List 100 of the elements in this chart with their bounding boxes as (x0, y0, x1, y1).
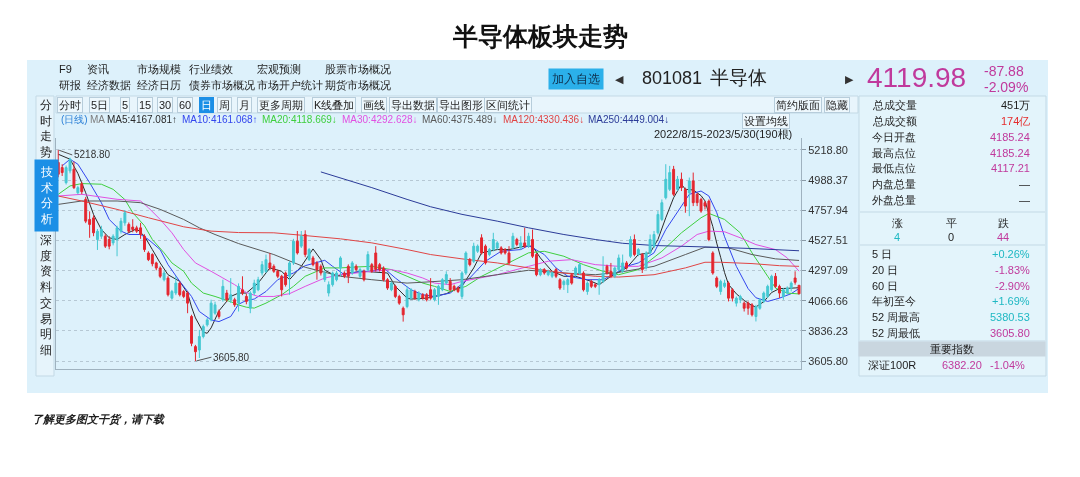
candlestick (162, 269, 166, 282)
candlestick (676, 175, 679, 192)
text: 区间统计 (486, 99, 530, 111)
candlestick (241, 275, 244, 296)
text: 最高点位 (872, 147, 916, 159)
annotation: 3605.80 (213, 352, 250, 363)
y-tick-label: 4066.66 (808, 294, 848, 307)
candlestick (256, 276, 260, 292)
candlestick (433, 287, 436, 302)
text: 平 (946, 217, 957, 229)
text: MA30:4292.628↓ (342, 114, 418, 125)
candlestick (605, 264, 609, 276)
text: MA120:4330.436↓ (503, 114, 585, 125)
text: 市场规模 (137, 63, 181, 75)
candlestick (589, 279, 593, 289)
text: 5日 (91, 99, 109, 111)
candlestick (491, 232, 495, 252)
candlestick (542, 267, 546, 276)
text: 今日开盘 (872, 131, 916, 143)
text: 最低点位 (872, 162, 916, 174)
candlestick (421, 292, 425, 301)
candlestick (640, 252, 644, 274)
y-tick-label: 4297.09 (808, 264, 848, 277)
candlestick (405, 285, 409, 309)
y-tick-label: 5218.80 (808, 143, 848, 156)
text: 52 周最高 (872, 311, 921, 323)
candlestick (621, 254, 625, 274)
candlestick (636, 247, 640, 257)
candlestick (76, 185, 80, 195)
text: 3605.80 (990, 327, 1030, 339)
text: (日线) (61, 114, 88, 125)
candlestick (585, 280, 589, 296)
candlestick (582, 270, 585, 292)
candlestick (229, 277, 233, 304)
text: 分时 (59, 99, 81, 111)
text: 导出图形 (439, 99, 483, 111)
candlestick (699, 197, 703, 214)
text: 60 (179, 99, 192, 111)
candlestick (158, 265, 162, 279)
candlestick (193, 344, 197, 362)
text: 6382.20 (942, 359, 982, 371)
candlestick (303, 229, 307, 258)
text: 174亿 (1001, 115, 1031, 127)
y-tick-label: 3836.23 (808, 324, 848, 337)
text: -1.04% (990, 359, 1026, 371)
candlestick (150, 252, 154, 267)
text: 加入自选 (552, 72, 600, 86)
text: 801081 (642, 68, 703, 88)
candlestick (609, 262, 613, 279)
text: 5 日 (872, 248, 893, 260)
candlestick (507, 245, 511, 266)
candlestick (315, 260, 319, 281)
candlestick (323, 269, 327, 283)
candlestick (339, 255, 342, 277)
candlestick (295, 230, 299, 256)
candlestick (499, 245, 503, 256)
annotation: 2022/8/15-2023/5/30(190根) (654, 128, 793, 140)
text: +0.26% (992, 248, 1030, 260)
candlestick (225, 289, 229, 303)
candlestick (401, 306, 405, 323)
candlestick (797, 284, 801, 295)
text: MA (90, 114, 106, 125)
candlestick (566, 277, 570, 294)
text: 债券市场概况 (189, 79, 255, 91)
text: 451万 (1001, 99, 1031, 111)
text: MA60:4375.489↓ (422, 114, 498, 125)
text: — (1019, 194, 1030, 206)
text: 市场开户统计 (257, 79, 323, 91)
text: 4 (894, 231, 901, 243)
text: 技术分析 (40, 165, 53, 226)
text: -1.83% (995, 264, 1031, 276)
text: 4185.24 (990, 131, 1030, 143)
candlestick (715, 275, 719, 289)
text: 周 (219, 99, 230, 111)
candlestick (389, 280, 393, 292)
text: 15 (139, 99, 152, 111)
candlestick (107, 235, 111, 250)
candlestick (746, 300, 750, 316)
text: 年初至今 (872, 295, 916, 307)
line-series (57, 193, 800, 297)
candlestick (468, 257, 472, 267)
candlestick (178, 280, 182, 297)
text: -87.88 (984, 63, 1024, 79)
text: 了解更多图文干货，请下载 (32, 413, 166, 426)
candlestick (92, 214, 95, 237)
candlestick (139, 222, 143, 240)
text: 4185.24 (990, 147, 1030, 159)
text: 股票市场概况 (325, 63, 391, 75)
candlestick (574, 265, 578, 277)
text: 44 (997, 231, 1010, 243)
candlestick (190, 314, 193, 347)
candlestick (750, 302, 754, 317)
candlestick (146, 250, 150, 262)
candlestick (366, 250, 370, 273)
candlestick (664, 163, 668, 200)
candlestick (429, 277, 433, 301)
candlestick (244, 293, 248, 305)
candlestick (707, 198, 711, 242)
candlestick (362, 269, 366, 282)
candlestick (299, 230, 303, 249)
